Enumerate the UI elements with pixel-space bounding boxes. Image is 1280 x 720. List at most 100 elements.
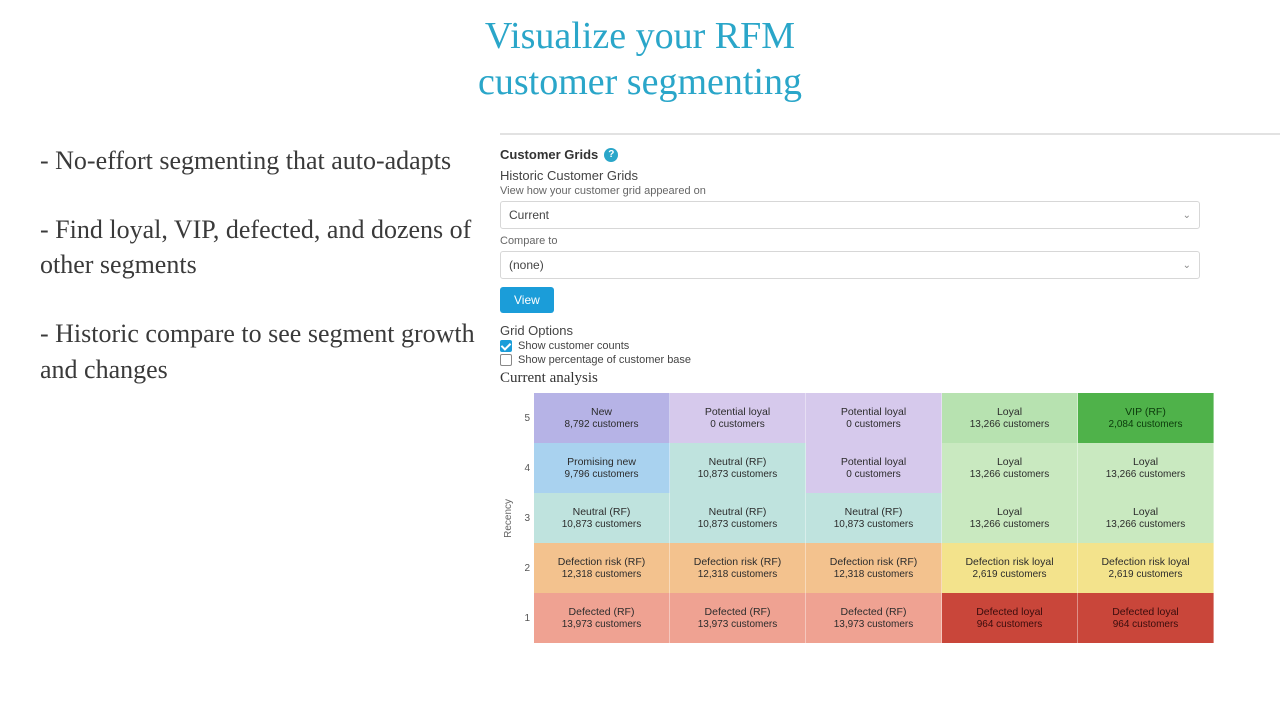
segment-name: Neutral (RF) (709, 506, 767, 518)
segment-count: 10,873 customers (698, 519, 778, 530)
page-headline: Visualize your RFM customer segmenting (0, 0, 1280, 115)
segment-count: 12,318 customers (834, 569, 914, 580)
grid-cell[interactable]: Defected loyal964 customers (942, 593, 1078, 643)
segment-count: 0 customers (846, 469, 900, 480)
segment-count: 10,873 customers (698, 469, 778, 480)
segment-name: Potential loyal (841, 406, 906, 418)
grid-cell[interactable]: Defected (RF)13,973 customers (534, 593, 670, 643)
segment-name: Defection risk loyal (1101, 556, 1189, 568)
segment-name: Loyal (997, 456, 1022, 468)
grid-cell[interactable]: Loyal13,266 customers (942, 493, 1078, 543)
grid-cell[interactable]: Defected (RF)13,973 customers (670, 593, 806, 643)
compare-label: Compare to (500, 235, 1280, 247)
marketing-bullets: - No-effort segmenting that auto-adapts … (40, 115, 480, 710)
segment-name: Promising new (567, 456, 636, 468)
segment-count: 2,619 customers (973, 569, 1047, 580)
grid-cell[interactable]: New8,792 customers (534, 393, 670, 443)
grid-cell[interactable]: Defection risk (RF)12,318 customers (806, 543, 942, 593)
checkbox-show-percent-label: Show percentage of customer base (518, 354, 691, 366)
bullet-2: - Find loyal, VIP, defected, and dozens … (40, 212, 480, 282)
y-tick: 2 (516, 563, 530, 574)
segment-count: 13,973 customers (698, 619, 778, 630)
checkbox-show-percent[interactable] (500, 354, 512, 366)
segment-count: 10,873 customers (834, 519, 914, 530)
segment-name: Defection risk loyal (965, 556, 1053, 568)
checkbox-show-counts[interactable] (500, 340, 512, 352)
grid-cell[interactable]: Defection risk loyal2,619 customers (1078, 543, 1214, 593)
segment-count: 964 customers (1113, 619, 1179, 630)
bullet-3: - Historic compare to see segment growth… (40, 316, 480, 386)
help-icon[interactable]: ? (604, 148, 618, 162)
grid-cell[interactable]: Defection risk (RF)12,318 customers (534, 543, 670, 593)
segment-name: Loyal (997, 506, 1022, 518)
segment-count: 12,318 customers (562, 569, 642, 580)
compare-select[interactable]: (none) ⌄ (500, 251, 1200, 279)
segment-name: Defected (RF) (841, 606, 907, 618)
segment-name: Defected (RF) (569, 606, 635, 618)
segment-name: Defection risk (RF) (558, 556, 646, 568)
grid-cell[interactable]: Promising new9,796 customers (534, 443, 670, 493)
grid-cell[interactable]: Loyal13,266 customers (942, 443, 1078, 493)
segment-name: Defected loyal (1112, 606, 1179, 618)
historic-title: Historic Customer Grids (500, 168, 1280, 183)
y-axis-label: Recency (503, 499, 514, 538)
headline-line-2: customer segmenting (478, 61, 802, 103)
segment-name: VIP (RF) (1125, 406, 1166, 418)
segment-name: Loyal (997, 406, 1022, 418)
panel-title: Customer Grids (500, 147, 598, 162)
chevron-down-icon: ⌄ (1183, 260, 1191, 271)
date-select-value: Current (509, 208, 549, 222)
headline-line-1: Visualize your RFM (485, 15, 795, 57)
compare-select-value: (none) (509, 258, 544, 272)
segment-count: 0 customers (846, 419, 900, 430)
segment-name: Neutral (RF) (709, 456, 767, 468)
segment-count: 9,796 customers (565, 469, 639, 480)
segment-count: 0 customers (710, 419, 764, 430)
grid-cell[interactable]: Defection risk (RF)12,318 customers (670, 543, 806, 593)
grid-cell[interactable]: Loyal13,266 customers (1078, 443, 1214, 493)
segment-name: Defection risk (RF) (694, 556, 782, 568)
grid-cell[interactable]: Potential loyal0 customers (806, 443, 942, 493)
y-axis-ticks: 54321 (516, 393, 534, 643)
grid-options-title: Grid Options (500, 323, 1280, 338)
segment-count: 964 customers (977, 619, 1043, 630)
segment-name: Loyal (1133, 506, 1158, 518)
segment-count: 8,792 customers (565, 419, 639, 430)
segment-count: 12,318 customers (698, 569, 778, 580)
grid-cell[interactable]: Loyal13,266 customers (1078, 493, 1214, 543)
grid-cell[interactable]: Neutral (RF)10,873 customers (670, 443, 806, 493)
grid-cell[interactable]: Potential loyal0 customers (670, 393, 806, 443)
grid-cell[interactable]: Defected loyal964 customers (1078, 593, 1214, 643)
grid-cell[interactable]: VIP (RF)2,084 customers (1078, 393, 1214, 443)
date-select[interactable]: Current ⌄ (500, 201, 1200, 229)
segment-count: 13,266 customers (1106, 519, 1186, 530)
segment-count: 2,619 customers (1109, 569, 1183, 580)
segment-count: 10,873 customers (562, 519, 642, 530)
grid-cell[interactable]: Defected (RF)13,973 customers (806, 593, 942, 643)
y-tick: 1 (516, 613, 530, 624)
segment-count: 13,266 customers (1106, 469, 1186, 480)
segment-name: Loyal (1133, 456, 1158, 468)
view-button[interactable]: View (500, 287, 554, 313)
grid-cell[interactable]: Loyal13,266 customers (942, 393, 1078, 443)
grid-cell[interactable]: Defection risk loyal2,619 customers (942, 543, 1078, 593)
rfm-grid-cells: New8,792 customersPotential loyal0 custo… (534, 393, 1214, 643)
analysis-title: Current analysis (500, 370, 1280, 387)
grid-cell[interactable]: Neutral (RF)10,873 customers (670, 493, 806, 543)
segment-count: 13,266 customers (970, 519, 1050, 530)
segment-count: 2,084 customers (1109, 419, 1183, 430)
segment-count: 13,266 customers (970, 419, 1050, 430)
y-tick: 4 (516, 463, 530, 474)
bullet-1: - No-effort segmenting that auto-adapts (40, 143, 480, 178)
grid-cell[interactable]: Neutral (RF)10,873 customers (534, 493, 670, 543)
segment-count: 13,973 customers (834, 619, 914, 630)
segment-name: New (591, 406, 612, 418)
segment-name: Defected (RF) (705, 606, 771, 618)
segment-name: Potential loyal (841, 456, 906, 468)
chevron-down-icon: ⌄ (1183, 210, 1191, 221)
segment-name: Neutral (RF) (573, 506, 631, 518)
segment-name: Potential loyal (705, 406, 770, 418)
grid-cell[interactable]: Potential loyal0 customers (806, 393, 942, 443)
grid-cell[interactable]: Neutral (RF)10,873 customers (806, 493, 942, 543)
rfm-grid: Recency 54321 New8,792 customersPotentia… (500, 393, 1280, 643)
